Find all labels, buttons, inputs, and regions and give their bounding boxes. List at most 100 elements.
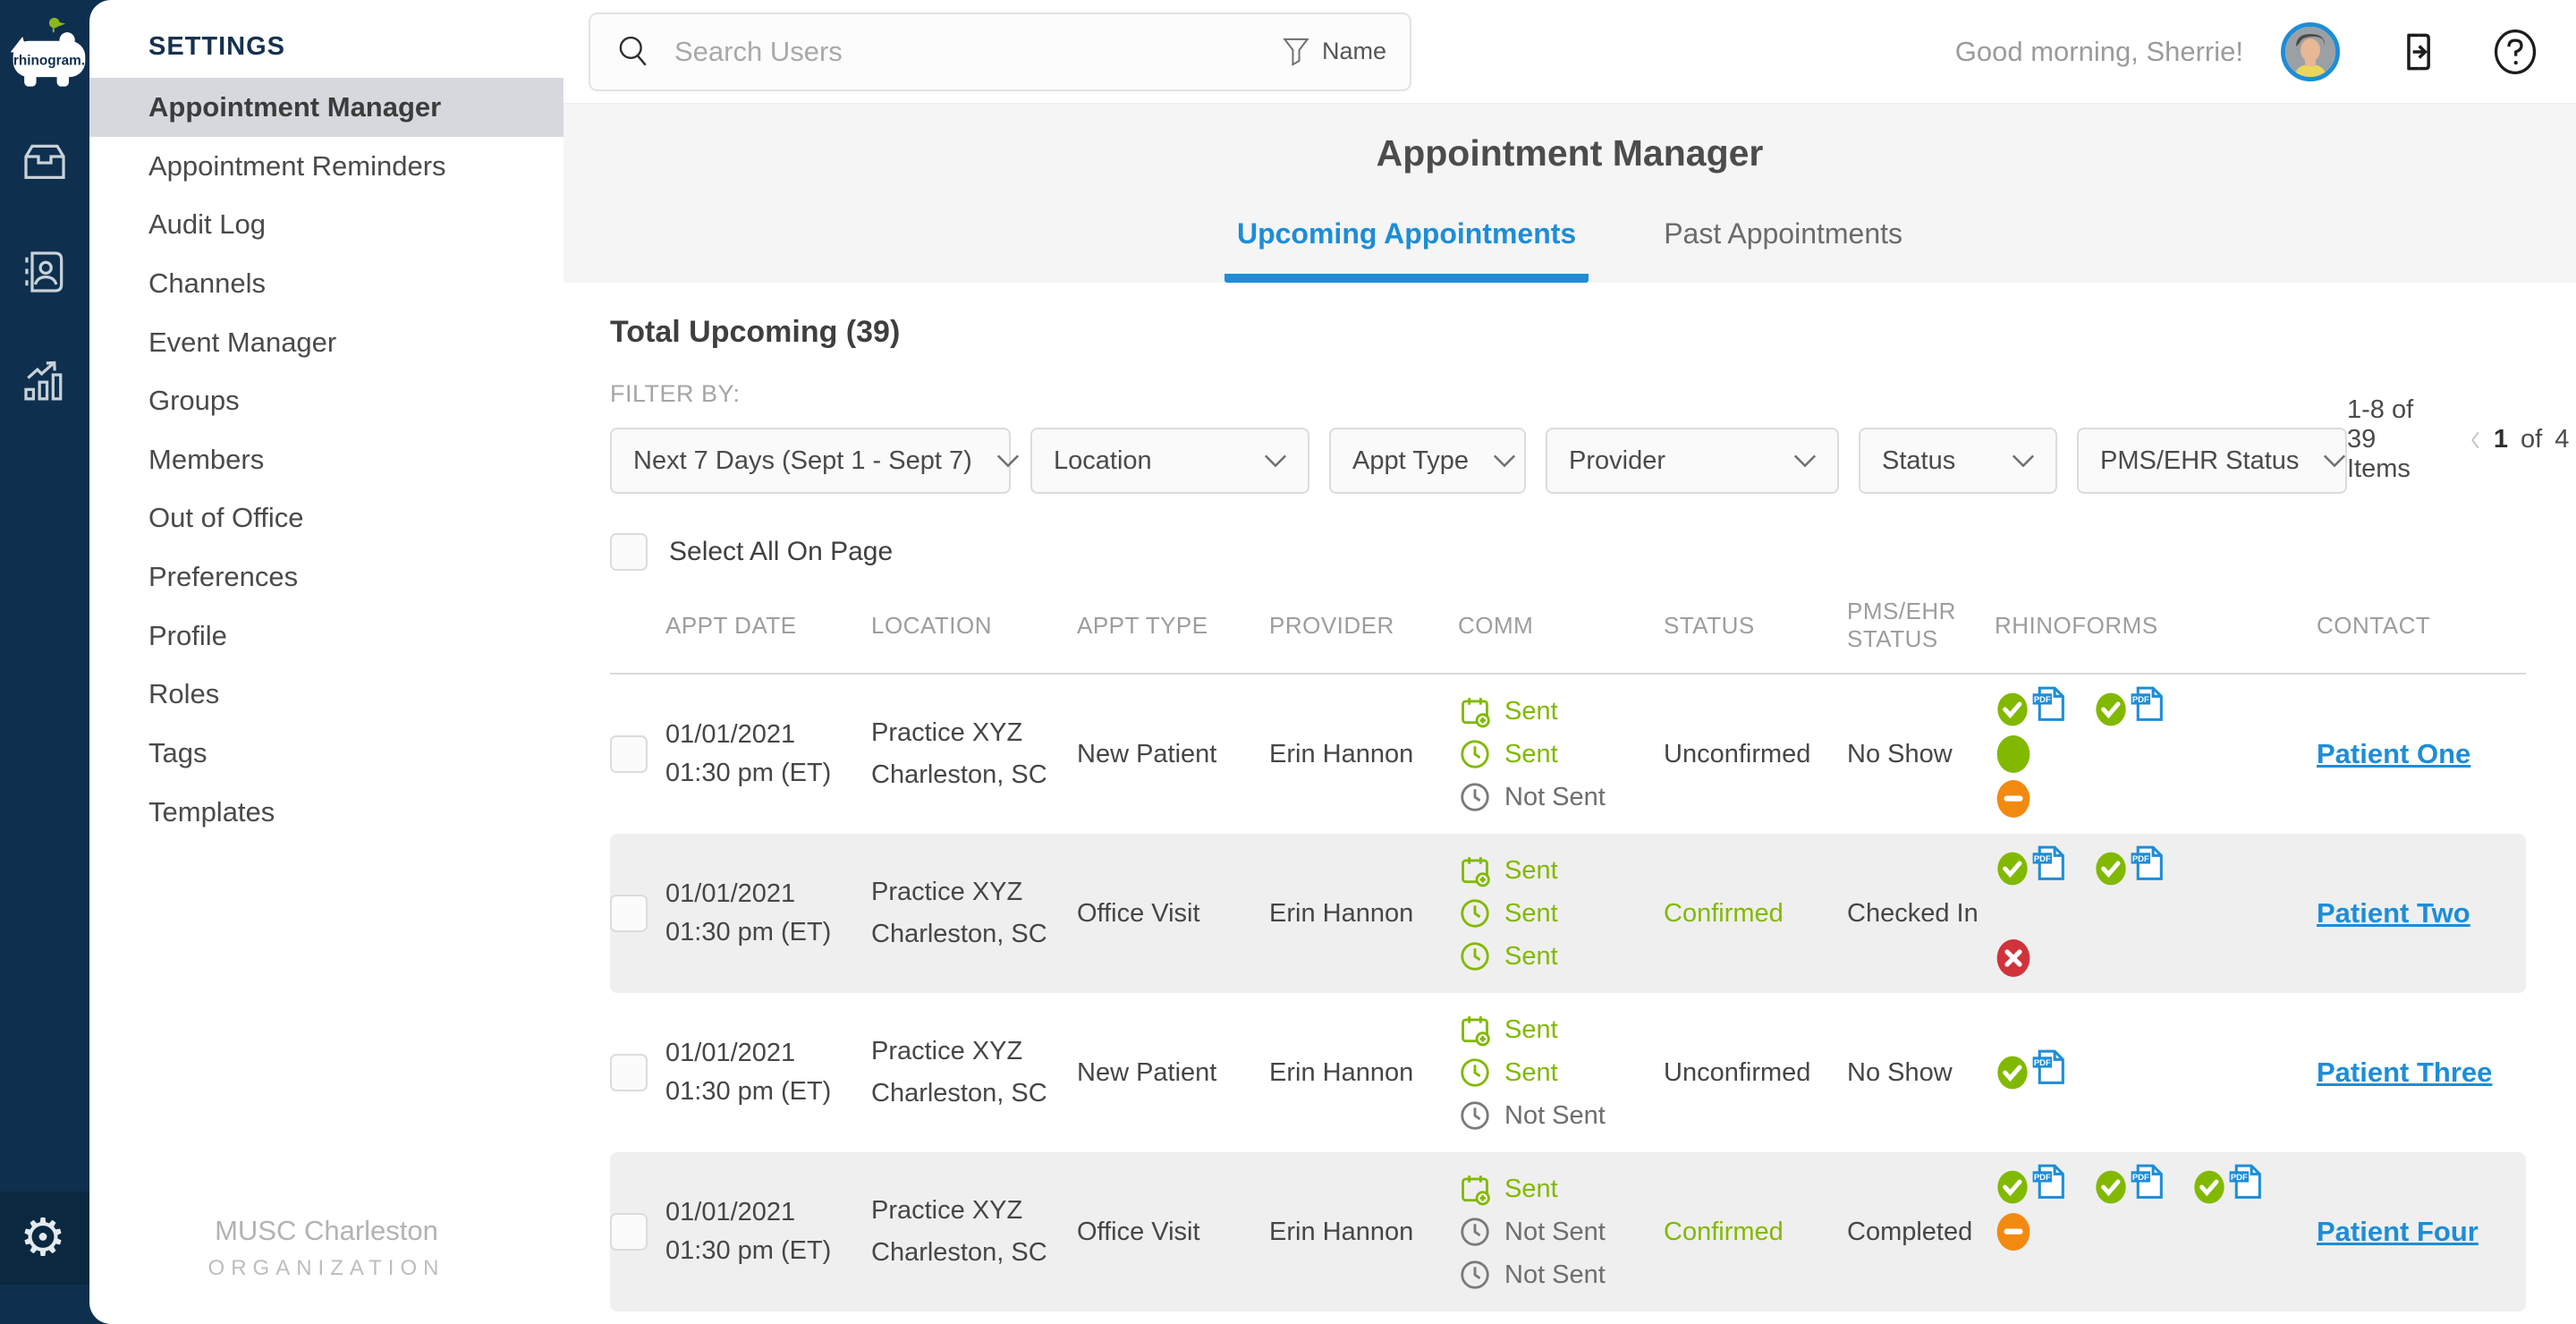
pdf-file-icon: PDF: [2032, 686, 2064, 722]
pdf-file-icon: PDF: [2131, 1164, 2163, 1200]
row-checkbox[interactable]: [610, 735, 648, 774]
organization-label: ORGANIZATION: [208, 1256, 445, 1280]
svg-text:PDF: PDF: [2034, 695, 2051, 705]
filter-dropdown-provider[interactable]: Provider: [1546, 428, 1839, 494]
row-checkbox[interactable]: [610, 895, 648, 933]
settings-item-members[interactable]: Members: [148, 443, 265, 475]
cell-pms-status: No Show: [1847, 1057, 1953, 1087]
form-pdf-accepted-icon[interactable]: PDF: [2093, 686, 2168, 730]
status-dash-orange-icon: [1996, 780, 2030, 819]
user-avatar[interactable]: [2281, 21, 2340, 81]
chevron-down-icon: [1493, 454, 1516, 468]
settings-item-preferences[interactable]: Preferences: [148, 561, 299, 593]
status-x-red-icon: [1996, 939, 2030, 978]
contacts-icon[interactable]: [20, 247, 70, 297]
cell-comm: Sent Sent Not Sent: [1458, 690, 1664, 819]
contact-link[interactable]: Patient Four: [2317, 1216, 2479, 1248]
settings-item-appointment-manager[interactable]: Appointment Manager: [89, 78, 564, 137]
cell-comm: Sent Sent Sent: [1458, 849, 1664, 978]
calendar-add-icon: [1462, 698, 1490, 728]
settings-item-channels[interactable]: Channels: [148, 267, 266, 299]
form-pdf-accepted-icon[interactable]: PDF: [2093, 845, 2168, 889]
organization-block: MUSC Charleston ORGANIZATION: [89, 1215, 564, 1281]
chevron-down-icon: [996, 454, 1019, 468]
form-pdf-accepted-icon[interactable]: PDF: [1995, 1164, 2070, 1208]
funnel-icon: [1283, 38, 1309, 66]
settings-item-out-of-office[interactable]: Out of Office: [148, 502, 304, 534]
filter-dropdown-status[interactable]: Status: [1859, 428, 2057, 494]
cell-pms-status: Completed: [1847, 1217, 1973, 1246]
settings-item-profile[interactable]: Profile: [148, 619, 227, 651]
cell-comm: Sent Sent Not Sent: [1458, 1008, 1664, 1137]
svg-text:rhinogram.: rhinogram.: [13, 54, 85, 69]
filter-dropdown-label: Provider: [1569, 446, 1665, 475]
settings-item-roles[interactable]: Roles: [148, 678, 220, 710]
inbox-icon[interactable]: [20, 138, 70, 188]
tab-upcoming-appointments[interactable]: Upcoming Appointments: [1224, 217, 1589, 283]
analytics-icon[interactable]: [20, 356, 70, 406]
contact-link[interactable]: Patient One: [2317, 738, 2471, 770]
gear-icon: ⚙: [20, 1209, 66, 1267]
column-header-rhinoforms: RHINOFORMS: [1995, 611, 2158, 639]
settings-item-templates[interactable]: Templates: [148, 795, 275, 828]
greeting-text: Good morning, Sherrie!: [1954, 35, 2243, 67]
comm-sent: Sent: [1458, 935, 1664, 978]
cell-provider: Erin Hannon: [1269, 898, 1414, 928]
select-all-checkbox[interactable]: [610, 533, 648, 571]
help-icon[interactable]: [2490, 27, 2540, 77]
settings-item-audit-log[interactable]: Audit Log: [148, 208, 266, 241]
cell-appt-date: 01/01/2021 01:30 pm (ET): [665, 878, 832, 947]
pagination-total-pages: 4: [2555, 425, 2570, 454]
chevron-left-icon[interactable]: [2470, 425, 2481, 455]
chevron-down-icon: [2012, 454, 2035, 468]
cell-provider: Erin Hannon: [1269, 1217, 1414, 1246]
form-pdf-accepted-icon[interactable]: PDF: [2191, 1164, 2267, 1208]
contact-link[interactable]: Patient Two: [2317, 897, 2470, 929]
filter-dropdown-location[interactable]: Location: [1030, 428, 1309, 494]
total-upcoming-label: Total Upcoming (39): [610, 315, 901, 349]
row-checkbox[interactable]: [610, 1054, 648, 1092]
table-body: 01/01/2021 01:30 pm (ET) Practice XYZ Char…: [610, 675, 2526, 1324]
search-input[interactable]: [653, 35, 1281, 68]
settings-item-groups[interactable]: Groups: [148, 385, 240, 417]
cell-status: Confirmed: [1664, 1217, 1784, 1246]
page-header: Appointment Manager Upcoming Appointment…: [564, 104, 2576, 283]
column-header-status: STATUS: [1664, 611, 1755, 639]
table-header: APPT DATE LOCATION APPT TYPE PROVIDER COMM ST…: [610, 598, 2526, 675]
top-bar: Name Good morning, Sherrie!: [564, 0, 2576, 104]
form-pdf-accepted-icon[interactable]: PDF: [2093, 1164, 2168, 1208]
chevron-down-icon: [1793, 454, 1817, 468]
comm-not-sent: Not Sent: [1458, 1253, 1664, 1296]
cell-location: Practice XYZ Charleston, SC: [871, 1195, 1047, 1268]
cell-contact: Patient Four: [2317, 1211, 2526, 1253]
form-pdf-accepted-icon[interactable]: PDF: [1995, 1049, 2070, 1093]
filter-dropdown-label: Location: [1054, 446, 1152, 475]
comm-sent: Sent: [1458, 849, 1664, 892]
rhinogram-logo[interactable]: rhinogram.: [5, 14, 91, 93]
cell-rhinoforms: PDF PDF: [1995, 686, 2317, 821]
cell-comm: Sent Not Sent Not Sent: [1458, 1167, 1664, 1296]
filter-dropdown-appt-type[interactable]: Appt Type: [1329, 428, 1526, 494]
appointments-panel: Total Upcoming (39) FILTER BY: Next 7 Da…: [564, 283, 2576, 1324]
tab-past-appointments[interactable]: Past Appointments: [1664, 217, 1903, 250]
column-header-comm: COMM: [1458, 611, 1534, 639]
form-pdf-accepted-icon[interactable]: PDF: [1995, 686, 2070, 730]
filter-dropdown-next-7-days-sept-1-sept-7[interactable]: Next 7 Days (Sept 1 - Sept 7): [610, 428, 1019, 494]
logout-icon[interactable]: [2390, 27, 2440, 77]
settings-item-event-manager[interactable]: Event Manager: [148, 326, 337, 358]
calendar-add-icon: [1462, 857, 1490, 887]
form-pdf-accepted-icon[interactable]: PDF: [1995, 845, 2070, 889]
settings-item-tags[interactable]: Tags: [148, 737, 208, 769]
search-filter-toggle[interactable]: Name: [1281, 35, 1386, 69]
settings-item-appointment-reminders[interactable]: Appointment Reminders: [148, 149, 446, 182]
svg-text:PDF: PDF: [2132, 1173, 2149, 1183]
contact-link[interactable]: Patient Three: [2317, 1057, 2493, 1089]
filter-dropdown-pms-ehr-status[interactable]: PMS/EHR Status: [2077, 428, 2347, 494]
row-checkbox[interactable]: [610, 1213, 648, 1252]
pdf-file-icon: PDF: [2229, 1164, 2261, 1200]
comm-sent: Sent: [1458, 1051, 1664, 1094]
comm-sent: Sent: [1458, 1008, 1664, 1051]
search-container: Name: [589, 12, 1411, 91]
